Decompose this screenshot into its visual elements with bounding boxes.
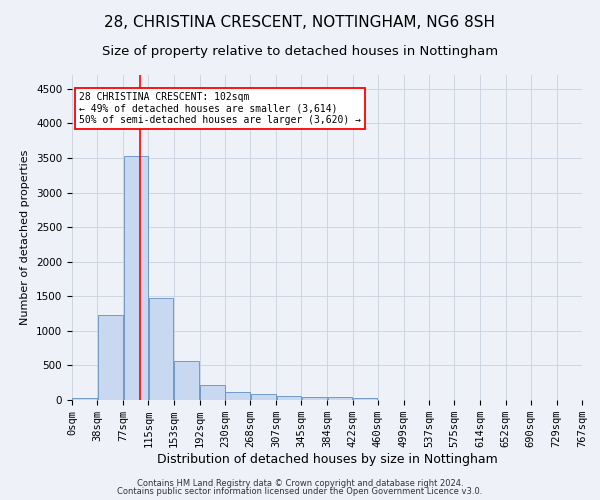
Y-axis label: Number of detached properties: Number of detached properties — [20, 150, 31, 325]
Bar — [200, 385, 224, 400]
Bar — [149, 298, 173, 400]
Bar — [353, 398, 377, 400]
Bar — [174, 360, 199, 400]
Text: Contains public sector information licensed under the Open Government Licence v3: Contains public sector information licen… — [118, 487, 482, 496]
Bar — [73, 398, 97, 400]
Bar — [124, 156, 148, 400]
Bar — [302, 396, 327, 400]
Bar — [226, 392, 250, 400]
Bar — [98, 315, 123, 400]
Bar — [277, 396, 301, 400]
Text: Contains HM Land Registry data © Crown copyright and database right 2024.: Contains HM Land Registry data © Crown c… — [137, 478, 463, 488]
Bar — [251, 394, 276, 400]
Bar — [328, 397, 352, 400]
Text: Size of property relative to detached houses in Nottingham: Size of property relative to detached ho… — [102, 45, 498, 58]
Text: 28, CHRISTINA CRESCENT, NOTTINGHAM, NG6 8SH: 28, CHRISTINA CRESCENT, NOTTINGHAM, NG6 … — [104, 15, 496, 30]
Text: 28 CHRISTINA CRESCENT: 102sqm
← 49% of detached houses are smaller (3,614)
50% o: 28 CHRISTINA CRESCENT: 102sqm ← 49% of d… — [79, 92, 361, 126]
X-axis label: Distribution of detached houses by size in Nottingham: Distribution of detached houses by size … — [157, 453, 497, 466]
